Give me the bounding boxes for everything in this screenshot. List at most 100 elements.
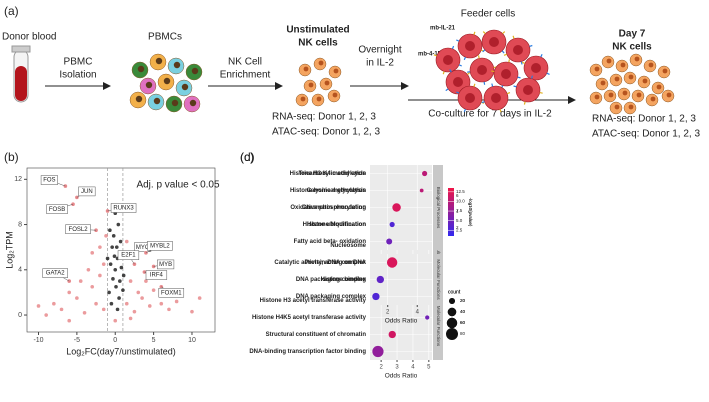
nucleus-icon bbox=[489, 37, 499, 47]
point bbox=[113, 318, 118, 323]
nucleus-icon bbox=[465, 41, 475, 51]
ligand-icon bbox=[517, 76, 521, 79]
x-tick-label: 4 bbox=[416, 310, 420, 316]
colorbar-label: 5.0 bbox=[456, 218, 463, 223]
gene-label: JUN bbox=[81, 189, 93, 195]
nucleus-icon bbox=[648, 62, 654, 68]
nucleus-icon bbox=[636, 92, 642, 98]
colorbar-label: 2.5 bbox=[456, 227, 463, 232]
ligand-icon bbox=[458, 64, 462, 67]
term-label: Tricarboxylic acid cycle bbox=[299, 171, 367, 177]
size-label: 20 bbox=[460, 298, 466, 303]
ligand-icon bbox=[491, 70, 495, 73]
dot bbox=[372, 345, 384, 358]
point bbox=[78, 279, 83, 283]
gene-label: FOSB bbox=[49, 207, 65, 213]
nucleus-icon bbox=[628, 74, 634, 80]
nucleus-icon bbox=[173, 61, 181, 69]
ligand-icon bbox=[546, 72, 550, 76]
label: RNA-seq: Donor 1, 2, 3 bbox=[592, 114, 696, 125]
nucleus-icon bbox=[666, 92, 672, 98]
dot bbox=[422, 170, 428, 177]
nucleus-icon bbox=[622, 90, 628, 96]
point bbox=[159, 301, 164, 306]
point bbox=[144, 279, 148, 283]
label: Overnight bbox=[358, 45, 402, 56]
label: NK cells bbox=[612, 42, 652, 53]
facet-strip bbox=[433, 292, 443, 360]
term-label: Oxidative phosphorylation bbox=[290, 205, 366, 211]
point bbox=[147, 304, 152, 308]
point bbox=[151, 288, 156, 292]
x-tick-label: 2 bbox=[386, 310, 390, 316]
gene-label: IRF4 bbox=[150, 273, 164, 279]
ligand-icon bbox=[503, 53, 507, 56]
label: Day 7 bbox=[619, 29, 646, 40]
ligand-icon bbox=[473, 31, 476, 35]
facet-label: Biological Processes bbox=[436, 187, 441, 229]
nucleus-icon bbox=[477, 65, 487, 75]
colorbar-label: 2 bbox=[456, 225, 459, 230]
ligand-icon bbox=[442, 71, 445, 75]
plot-area bbox=[26, 167, 216, 333]
point bbox=[167, 307, 171, 312]
point bbox=[110, 245, 114, 249]
point bbox=[36, 304, 41, 308]
colorbar-label: 12.5 bbox=[456, 189, 465, 194]
point bbox=[119, 265, 124, 270]
ligand-icon bbox=[491, 83, 494, 87]
label: in IL-2 bbox=[366, 58, 394, 69]
nucleus-icon bbox=[316, 96, 322, 102]
point bbox=[116, 222, 121, 227]
point bbox=[90, 284, 95, 289]
point bbox=[114, 245, 119, 249]
gene-label-box bbox=[46, 204, 68, 214]
ligand-icon bbox=[539, 91, 543, 94]
dot bbox=[372, 292, 380, 301]
point bbox=[90, 251, 95, 255]
point bbox=[98, 273, 102, 278]
ligand-icon bbox=[477, 55, 480, 59]
facet-strip bbox=[433, 165, 443, 250]
ligand-icon bbox=[445, 88, 449, 92]
label: Isolation bbox=[59, 70, 96, 81]
point bbox=[128, 316, 133, 321]
nucleus-icon bbox=[171, 99, 179, 107]
ligand-icon bbox=[540, 54, 543, 58]
ligand-icon bbox=[473, 83, 476, 87]
term-label: Catalytic activity, acting on DNA bbox=[274, 260, 366, 266]
ligand-icon bbox=[501, 50, 505, 54]
size-label: 40 bbox=[460, 309, 466, 314]
y-tick-label: 4 bbox=[18, 267, 22, 274]
panel-label: (c) bbox=[240, 150, 254, 164]
size-label: 80 bbox=[460, 331, 466, 336]
point bbox=[140, 296, 144, 300]
point bbox=[67, 318, 72, 323]
ligand-icon bbox=[508, 59, 511, 63]
term-label: Histone ubiquitination bbox=[303, 222, 367, 228]
annotation: Adj. p value < 0.05 bbox=[136, 180, 220, 191]
gene-label-box bbox=[145, 270, 168, 280]
x-tick-label: -5 bbox=[74, 337, 80, 344]
ligand-icon bbox=[502, 31, 506, 35]
label: RNA-seq: Donor 1, 2, 3 bbox=[272, 112, 376, 123]
nucleus-icon bbox=[155, 57, 163, 65]
term-label: Histone H4K5 acetyl transferase activity bbox=[252, 315, 367, 321]
x-axis-label: Odds Ratio bbox=[385, 318, 418, 325]
nucleus-icon bbox=[594, 66, 600, 72]
nucleus-icon bbox=[303, 66, 309, 72]
size-label: 40 bbox=[460, 309, 466, 314]
nucleus-icon bbox=[153, 97, 161, 105]
gene-label: FOS bbox=[43, 178, 55, 184]
nucleus-icon bbox=[300, 96, 306, 102]
ligand-icon bbox=[482, 49, 486, 53]
label: Feeder cells bbox=[461, 9, 515, 20]
label: Donor blood bbox=[2, 32, 56, 43]
term-label: Histone lysine methylation bbox=[290, 188, 366, 194]
nucleus-icon bbox=[491, 93, 501, 103]
gene-label: E2F1 bbox=[121, 253, 136, 259]
nucleus-icon bbox=[620, 62, 626, 68]
facet-label: Molecular Functions bbox=[436, 259, 441, 300]
ligand-icon bbox=[481, 101, 485, 104]
